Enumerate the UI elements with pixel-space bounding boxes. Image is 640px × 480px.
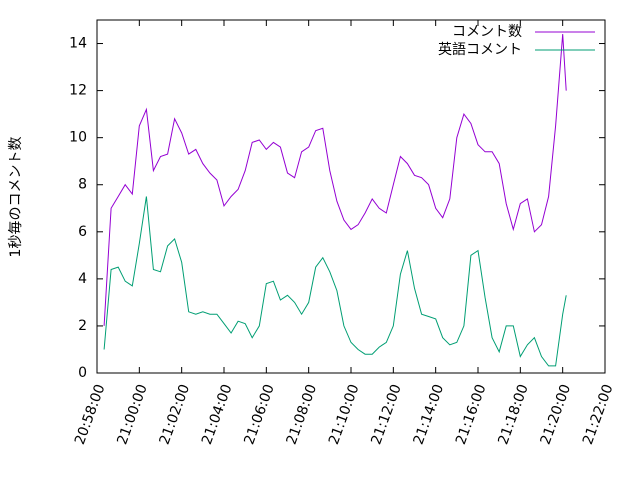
y-tick-label: 0 — [78, 365, 87, 381]
legend-label: 英語コメント — [438, 41, 522, 58]
y-tick-label: 12 — [69, 83, 87, 99]
x-tick-label: 21:18:00 — [495, 382, 532, 447]
x-tick-label: 21:02:00 — [157, 382, 194, 447]
x-tick-label: 21:06:00 — [241, 382, 278, 447]
y-tick-label: 6 — [78, 224, 87, 240]
y-tick-label: 10 — [69, 130, 87, 146]
x-tick-label: 21:08:00 — [284, 382, 321, 447]
series-line — [103, 34, 567, 326]
x-tick-label: 21:10:00 — [326, 382, 363, 447]
y-tick-label: 8 — [78, 177, 87, 193]
y-tick-label: 4 — [78, 271, 87, 287]
x-tick-label: 21:20:00 — [538, 382, 575, 447]
y-tick-label: 2 — [78, 318, 87, 334]
x-tick-label: 21:22:00 — [580, 382, 617, 447]
series-line — [103, 196, 567, 367]
plot-border — [96, 19, 606, 374]
x-tick-label: 21:00:00 — [114, 382, 151, 447]
y-tick-label: 14 — [69, 36, 87, 52]
x-tick-label: 21:16:00 — [453, 382, 490, 447]
x-tick-label: 20:58:00 — [72, 382, 109, 447]
x-tick-label: 21:12:00 — [368, 382, 405, 447]
x-tick-label: 21:14:00 — [411, 382, 448, 447]
legend-label: コメント数 — [452, 24, 522, 40]
y-axis-label: 1秒毎のコメント数 — [8, 137, 24, 258]
x-tick-label: 21:04:00 — [199, 382, 236, 447]
